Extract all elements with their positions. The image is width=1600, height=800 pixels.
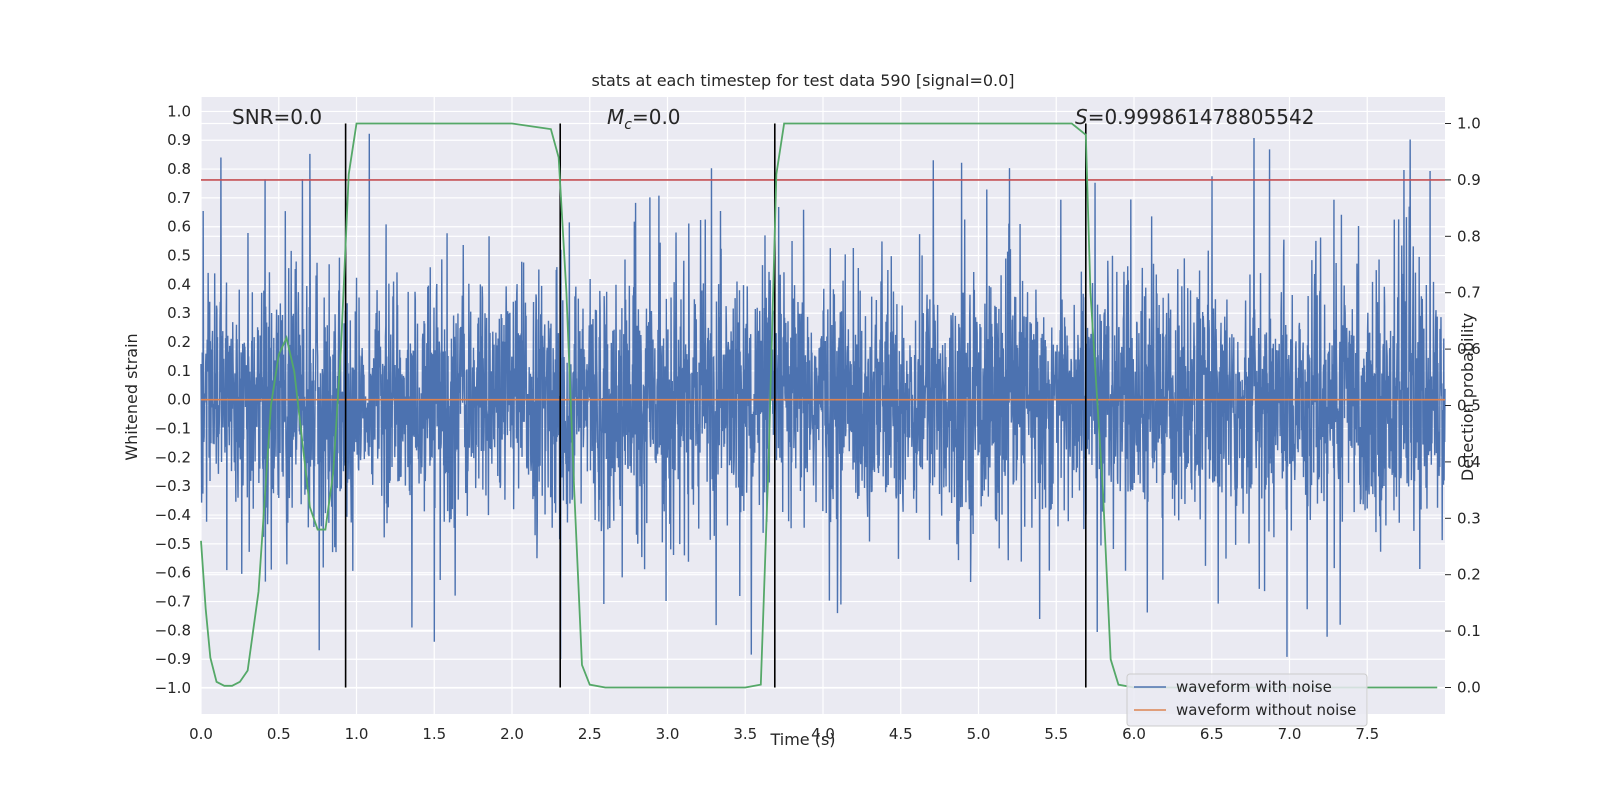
legend-label-noise: waveform with noise — [1176, 678, 1332, 696]
s-value: =0.999861478805542 — [1088, 105, 1315, 129]
x-tick-label: 6.0 — [1122, 725, 1146, 743]
x-tick-labels: 0.0 0.5 1.0 1.5 2.0 2.5 3.0 3.5 4.0 4.5 5.0 5.5 6.0 6… — [189, 725, 1379, 743]
series-waveform-with-noise — [200, 133, 1446, 660]
y2-tick-label: 0.4 — [1457, 453, 1481, 471]
x-tick-label: 2.5 — [578, 725, 602, 743]
x-tick-label: 4.0 — [811, 725, 835, 743]
y-tick-label: −0.6 — [155, 564, 191, 582]
y2-tick-label: 0.5 — [1457, 397, 1481, 415]
y-tick-label: −1.0 — [155, 679, 191, 697]
x-tick-label: 0.5 — [267, 725, 291, 743]
x-tick-label: 0.0 — [189, 725, 213, 743]
y-axis-label: Whitened strain — [122, 333, 141, 460]
plot-area — [200, 122, 1446, 689]
legend-box — [1126, 673, 1368, 727]
y-tick-label: 0.5 — [167, 247, 191, 265]
y-tick-label: −0.5 — [155, 535, 191, 553]
snr-annotation: SNR=0.0 — [232, 105, 322, 129]
y-tick-label: 1.0 — [167, 102, 191, 120]
x-tick-label: 3.5 — [733, 725, 757, 743]
x-tick-label: 1.5 — [422, 725, 446, 743]
y-tick-labels: 1.0 0.9 0.8 0.7 0.6 0.5 0.4 0.3 0.2 0.1 0.0 −0.1 −0.… — [155, 102, 191, 697]
x-tick-label: 1.0 — [345, 725, 369, 743]
mc-symbol: M — [607, 105, 624, 129]
series-detection-probability — [200, 122, 1438, 689]
y-tick-label: −0.2 — [155, 448, 191, 466]
y-tick-label: 0.0 — [167, 391, 191, 409]
x-tick-label: 5.5 — [1044, 725, 1068, 743]
x-tick-label: 4.5 — [889, 725, 913, 743]
y-tick-label: 0.8 — [167, 160, 191, 178]
y2-tick-label: 1.0 — [1457, 115, 1481, 133]
mc-subscript: c — [624, 117, 632, 133]
y-tick-label: −0.1 — [155, 420, 191, 438]
mc-value: =0.0 — [632, 105, 681, 129]
y2-tick-label: 0.7 — [1457, 284, 1481, 302]
y-tick-label: 0.3 — [167, 304, 191, 322]
chart-title: stats at each timestep for test data 590… — [591, 71, 1014, 90]
y-tick-label: 0.4 — [167, 275, 191, 293]
y-tick-label: −0.3 — [155, 477, 191, 495]
y2-axis-label: Detection probability — [1458, 313, 1477, 481]
y2-tick-label: 0.3 — [1457, 509, 1481, 527]
y-tick-label: 0.7 — [167, 189, 191, 207]
y2-tick-label: 0.1 — [1457, 622, 1481, 640]
y2-tick-label: 0.0 — [1457, 678, 1481, 696]
y-tick-label: 0.1 — [167, 362, 191, 380]
x-tick-label: 6.5 — [1200, 725, 1224, 743]
x-tick-label: 7.5 — [1355, 725, 1379, 743]
x-tick-label: 5.0 — [967, 725, 991, 743]
mc-annotation: Mc=0.0 — [607, 105, 681, 133]
x-tick-label: 2.0 — [500, 725, 524, 743]
y2-tick-label: 0.6 — [1457, 340, 1481, 358]
x-tick-label: 3.0 — [656, 725, 680, 743]
x-axis-label: Time (s) — [769, 730, 835, 749]
y-tick-label: 0.2 — [167, 333, 191, 351]
y2-tick-label: 0.8 — [1457, 227, 1481, 245]
legend-label-clean: waveform without noise — [1176, 701, 1356, 719]
y-tick-label: −0.8 — [155, 621, 191, 639]
s-annotation: S=0.999861478805542 — [1075, 105, 1314, 129]
x-tick-label: 7.0 — [1278, 725, 1302, 743]
y2-tick-label: 0.9 — [1457, 171, 1481, 189]
y2-tick-labels: 1.0 0.9 0.8 0.7 0.6 0.5 0.4 0.3 0.2 0.1 0.0 — [1445, 115, 1481, 696]
y-tick-label: 0.6 — [167, 218, 191, 236]
y-tick-label: −0.7 — [155, 593, 191, 611]
y-tick-label: −0.9 — [155, 650, 191, 668]
s-symbol: S — [1075, 105, 1088, 129]
y2-tick-label: 0.2 — [1457, 566, 1481, 584]
legend: waveform with noise waveform without noi… — [1126, 673, 1368, 727]
y-tick-label: −0.4 — [155, 506, 191, 524]
y-tick-label: 0.9 — [167, 131, 191, 149]
